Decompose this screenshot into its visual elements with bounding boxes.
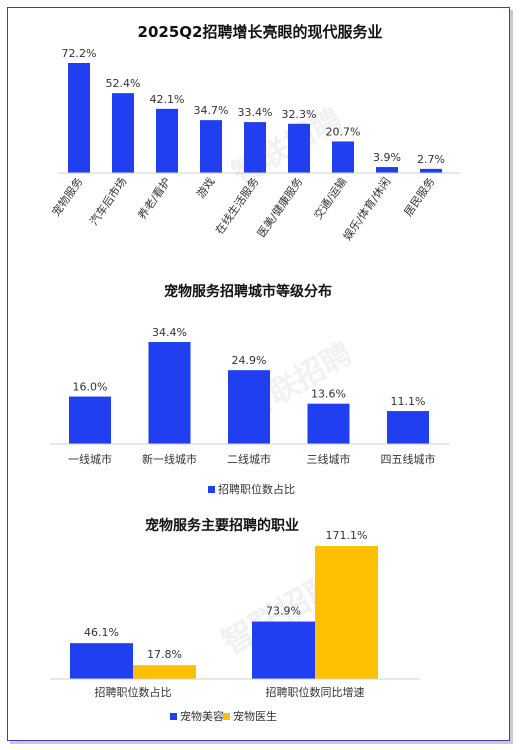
- bar: [68, 63, 90, 173]
- bar: [332, 141, 354, 173]
- bar: [315, 546, 378, 679]
- category-label: 二线城市: [227, 452, 271, 466]
- chart-title: 宠物服务招聘城市等级分布: [164, 283, 332, 300]
- category-label: 宠物服务: [49, 175, 86, 219]
- bar: [307, 403, 350, 444]
- data-label: 52.4%: [106, 77, 141, 90]
- data-label: 17.8%: [147, 648, 182, 661]
- chart-occupations: 智联招聘 宠物服务主要招聘的职业 46.1%17.8%招聘职位数占比73.9%1…: [50, 517, 420, 723]
- category-label: 招聘职位数同比增速: [266, 685, 365, 699]
- data-label: 33.4%: [238, 106, 273, 119]
- legend-swatch: [208, 486, 215, 493]
- category-label: 在线生活服务: [212, 175, 261, 237]
- bar: [70, 643, 133, 679]
- bar: [252, 621, 315, 679]
- data-label: 32.3%: [282, 108, 317, 121]
- data-label: 24.9%: [232, 354, 267, 367]
- data-label: 13.6%: [311, 388, 346, 401]
- bar: [244, 122, 266, 173]
- bar: [69, 396, 111, 444]
- data-label: 42.1%: [150, 93, 185, 106]
- bar: [112, 93, 134, 173]
- category-label: 新一线城市: [142, 452, 197, 466]
- data-label: 34.7%: [194, 104, 229, 117]
- data-label: 2.7%: [417, 153, 445, 166]
- category-label: 养老/看护: [135, 175, 174, 222]
- bar: [148, 342, 191, 444]
- data-label: 46.1%: [84, 626, 119, 639]
- legend-swatch-series-1: [170, 713, 177, 720]
- category-label: 居民服务: [402, 175, 438, 218]
- category-label: 交通/运输: [311, 175, 350, 222]
- chart-industries: 智联招聘 2025Q2招聘增长亮眼的现代服务业 72.2%宠物服务52.4%汽车…: [49, 23, 460, 243]
- legend-label-series-1: 宠物美容: [180, 709, 224, 723]
- bar: [387, 411, 429, 444]
- category-label: 四五线城市: [381, 452, 436, 466]
- data-label: 3.9%: [373, 151, 401, 164]
- category-label: 医美/健康服务: [254, 175, 305, 240]
- bar: [133, 665, 196, 679]
- bar: [420, 168, 442, 173]
- category-label: 招聘职位数占比: [95, 685, 172, 699]
- category-label: 一线城市: [68, 452, 112, 466]
- data-label: 73.9%: [266, 605, 301, 618]
- bar: [376, 167, 398, 173]
- data-label: 34.4%: [152, 326, 187, 339]
- chart-title: 宠物服务主要招聘的职业: [145, 517, 299, 534]
- data-label: 72.2%: [62, 47, 97, 60]
- legend-label: 招聘职位数占比: [218, 482, 295, 496]
- data-label: 11.1%: [391, 395, 426, 408]
- bar: [156, 108, 178, 173]
- category-label: 游戏: [194, 175, 217, 200]
- data-label: 16.0%: [73, 381, 108, 394]
- legend-label-series-2: 宠物医生: [233, 709, 277, 723]
- chart-city-tiers: 智联招聘 宠物服务招聘城市等级分布 16.0%一线城市34.4%新一线城市24.…: [50, 283, 450, 496]
- bar: [228, 370, 270, 444]
- category-label: 三线城市: [307, 452, 351, 466]
- bar: [288, 123, 310, 173]
- data-label: 171.1%: [326, 529, 368, 542]
- category-label: 汽车后市场: [86, 175, 129, 228]
- legend-swatch-series-2: [223, 713, 230, 720]
- data-label: 20.7%: [326, 125, 361, 138]
- chart-title: 2025Q2招聘增长亮眼的现代服务业: [138, 23, 383, 41]
- bar: [200, 120, 222, 173]
